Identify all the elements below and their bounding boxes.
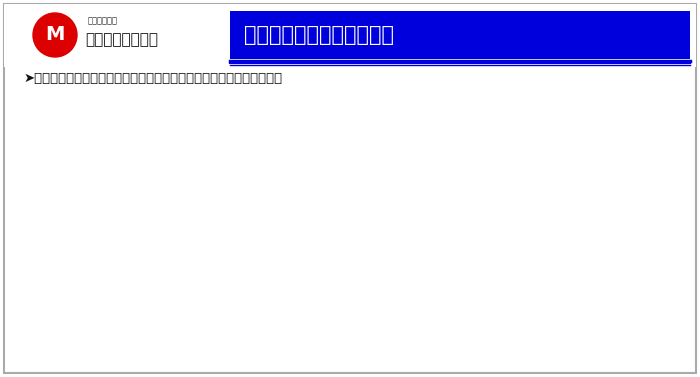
Legend: エステ, 医療機関: エステ, 医療機関	[592, 133, 661, 175]
Text: 独立行政法人: 独立行政法人	[88, 17, 118, 26]
FancyBboxPatch shape	[230, 11, 690, 59]
Bar	[340, 306, 344, 329]
Text: 206: 206	[486, 143, 507, 153]
Text: 31: 31	[307, 228, 321, 238]
Bar	[324, 221, 344, 244]
Text: 国民生活センター: 国民生活センター	[85, 32, 158, 48]
Bar	[191, 179, 344, 202]
Text: 危害が発生した施術の内容: 危害が発生した施術の内容	[244, 25, 394, 45]
Text: ➤エステは「光脱毛」、医療機関は「レーザー脱毛」による事故が多い: ➤エステは「光脱毛」、医療機関は「レーザー脱毛」による事故が多い	[24, 72, 283, 86]
Bar	[337, 264, 344, 287]
Circle shape	[33, 13, 77, 57]
FancyBboxPatch shape	[4, 4, 696, 373]
Text: 72: 72	[279, 143, 294, 153]
Text: M: M	[46, 26, 64, 44]
Text: 11: 11	[321, 270, 335, 280]
Text: 8: 8	[330, 313, 337, 323]
Text: 229: 229	[167, 185, 188, 195]
Text: 8: 8	[353, 185, 360, 195]
FancyBboxPatch shape	[4, 4, 696, 67]
Bar	[344, 136, 483, 159]
Text: (件): (件)	[550, 355, 565, 365]
Bar	[296, 136, 344, 159]
Bar	[344, 179, 350, 202]
